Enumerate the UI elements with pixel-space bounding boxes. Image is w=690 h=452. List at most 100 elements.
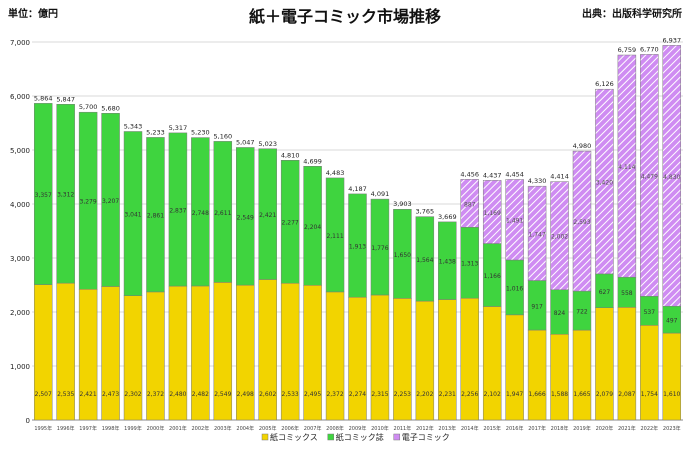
y-tick-label: 5,000 — [10, 147, 30, 155]
bar-paper-comics — [505, 314, 524, 421]
total-label: 3,669 — [438, 213, 457, 221]
x-tick-label: 2004年 — [236, 425, 254, 432]
x-tick-label: 1998年 — [102, 425, 120, 432]
data-label: 1,650 — [394, 252, 411, 259]
x-tick-label: 2011年 — [394, 425, 412, 432]
x-tick-label: 2010年 — [371, 425, 389, 432]
data-label: 1,776 — [371, 245, 388, 252]
bar-paper-comics — [595, 307, 614, 421]
x-tick-label: 1997年 — [79, 425, 97, 432]
data-label: 4,830 — [663, 174, 680, 181]
bar-paper-comics — [33, 284, 53, 421]
total-label: 4,091 — [371, 190, 390, 198]
bar-paper-magazines — [213, 141, 233, 283]
y-tick-label: 0 — [26, 417, 30, 425]
data-label: 1,665 — [573, 391, 590, 398]
data-label: 722 — [576, 309, 588, 316]
data-label: 2,079 — [596, 391, 613, 398]
x-tick-label: 2000年 — [147, 425, 165, 432]
data-label: 2,231 — [439, 391, 456, 398]
bar-paper-comics — [236, 284, 255, 421]
bar-paper-magazines — [123, 131, 143, 296]
data-label: 1,754 — [641, 391, 658, 398]
total-label: 5,317 — [169, 124, 188, 132]
data-label: 1,491 — [506, 218, 523, 225]
data-label: 2,498 — [237, 391, 254, 398]
data-label: 3,420 — [596, 180, 613, 187]
data-label: 558 — [621, 290, 633, 297]
x-tick-label: 1999年 — [124, 425, 142, 432]
legend-entry: 電子コミック — [402, 433, 450, 442]
bar-digital-comics — [640, 54, 659, 297]
bar-digital-comics — [482, 180, 502, 244]
total-label: 4,187 — [348, 185, 367, 193]
x-tick-label: 1995年 — [34, 425, 52, 432]
data-label: 2,256 — [461, 391, 478, 398]
x-tick-label: 2023年 — [663, 425, 681, 432]
data-label: 824 — [554, 310, 566, 317]
data-label: 2,253 — [394, 391, 411, 398]
bar-paper-magazines — [33, 103, 53, 285]
source-label: 出典：出版科学研究所 — [582, 9, 682, 20]
bar-paper-comics — [640, 325, 659, 421]
total-label: 4,980 — [573, 142, 592, 150]
bar-paper-comics — [348, 296, 367, 421]
bar-paper-comics — [572, 329, 592, 421]
total-label: 6,770 — [640, 45, 659, 53]
total-label: 5,023 — [258, 140, 277, 148]
chart-title: 紙＋電子コミック市場推移 — [248, 7, 441, 26]
data-label: 1,747 — [528, 231, 545, 238]
data-label: 2,495 — [304, 391, 321, 398]
x-tick-label: 2003年 — [214, 425, 232, 432]
unit-label: 単位：億円 — [8, 9, 58, 20]
bar-paper-magazines — [56, 104, 75, 284]
bar-digital-comics — [662, 45, 682, 307]
bar-paper-comics — [191, 285, 210, 421]
data-label: 3,357 — [35, 192, 52, 199]
x-tick-label: 2022年 — [640, 425, 658, 432]
legend-entry: 紙コミック誌 — [336, 432, 384, 442]
bar-digital-comics — [550, 181, 569, 291]
data-label: 1,913 — [349, 244, 366, 251]
bar-paper-magazines — [415, 216, 435, 302]
data-label: 3,279 — [80, 199, 97, 206]
data-label: 1,610 — [663, 391, 680, 398]
x-tick-label: 2020年 — [596, 425, 614, 432]
bar-paper-magazines — [258, 148, 277, 280]
data-label: 2,837 — [169, 207, 186, 214]
legend-swatch — [393, 433, 401, 441]
data-label: 497 — [666, 318, 678, 325]
data-label: 2,315 — [371, 391, 388, 398]
y-tick-label: 2,000 — [10, 309, 30, 317]
bar-digital-comics — [595, 88, 614, 275]
total-label: 4,330 — [528, 177, 547, 185]
data-label: 2,204 — [304, 224, 321, 231]
data-label: 2,421 — [80, 391, 97, 398]
data-label: 2,861 — [147, 213, 164, 220]
bar-paper-comics — [527, 329, 547, 421]
data-label: 1,564 — [416, 257, 433, 264]
bar-paper-magazines — [146, 137, 165, 293]
x-tick-label: 2012年 — [416, 425, 434, 432]
x-tick-label: 2013年 — [438, 425, 456, 432]
data-label: 2,473 — [102, 391, 119, 398]
data-label: 2,102 — [484, 391, 501, 398]
data-label: 2,372 — [326, 391, 343, 398]
data-label: 2,593 — [573, 219, 590, 226]
bar-paper-comics — [303, 285, 322, 421]
total-label: 4,414 — [550, 173, 569, 181]
bar-paper-comics — [101, 286, 120, 421]
bar-paper-magazines — [101, 113, 120, 287]
data-label: 2,277 — [282, 220, 299, 227]
data-label: 1,438 — [439, 259, 456, 266]
x-tick-label: 2016年 — [506, 425, 524, 432]
total-label: 4,699 — [303, 157, 322, 165]
data-label: 2,549 — [237, 214, 254, 221]
data-label: 2,748 — [192, 210, 209, 217]
data-label: 4,479 — [641, 173, 658, 180]
data-label: 537 — [644, 309, 656, 316]
x-tick-label: 1996年 — [57, 425, 75, 432]
x-tick-label: 2006年 — [281, 425, 299, 432]
